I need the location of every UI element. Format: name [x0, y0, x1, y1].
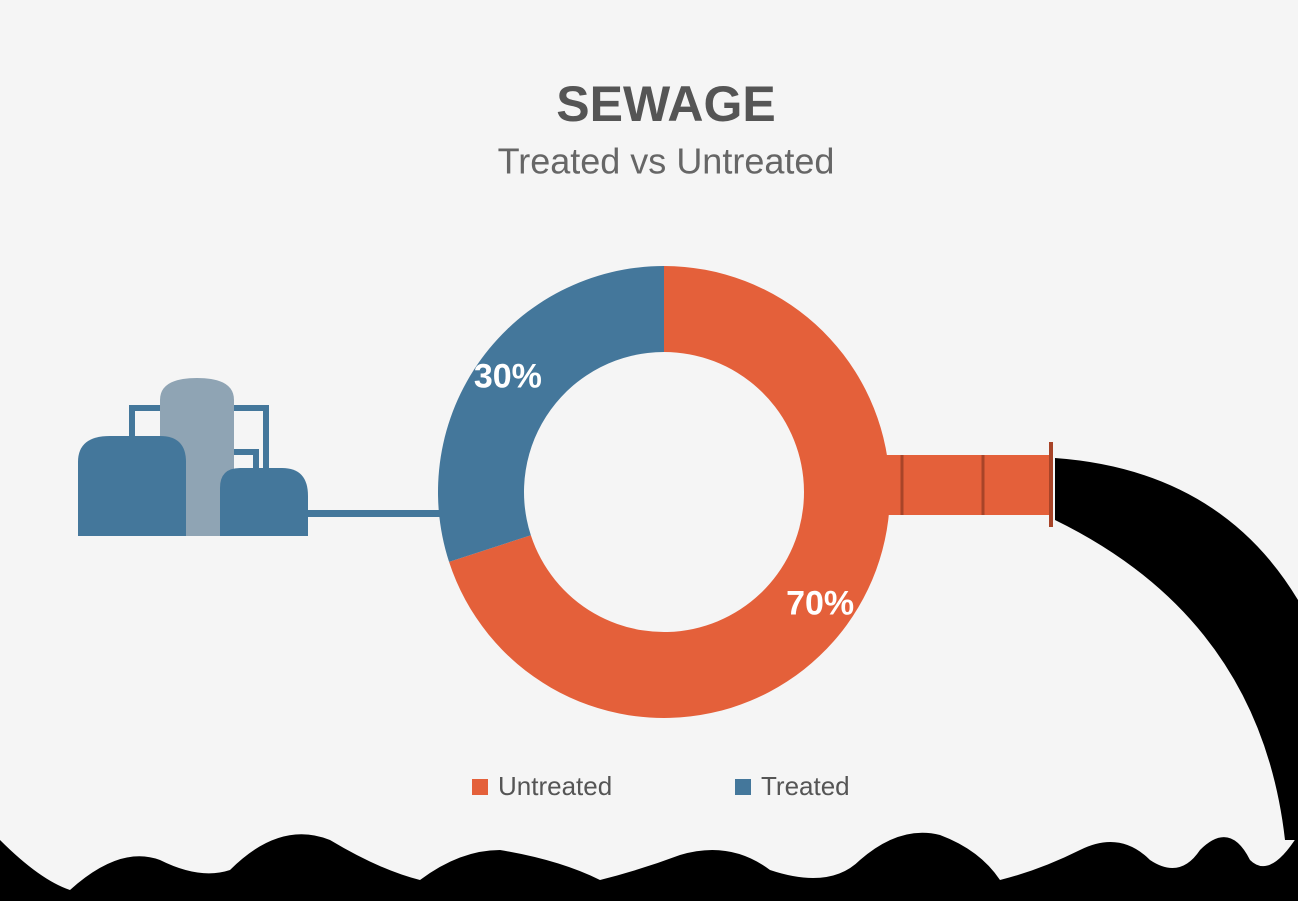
- legend-swatch: [735, 779, 751, 795]
- chart: SEWAGE Treated vs Untreated 70% 30% Untrea…: [0, 0, 1298, 901]
- value-label: 70%: [786, 584, 854, 622]
- legend-label: Treated: [761, 771, 850, 801]
- page: SEWAGE Treated vs Untreated 70% 30% Untrea…: [0, 0, 1298, 901]
- chart-subtitle: Treated vs Untreated: [498, 141, 835, 182]
- legend-swatch: [472, 779, 488, 795]
- chart-title: SEWAGE: [556, 76, 775, 132]
- value-label: 30%: [474, 358, 542, 396]
- legend-label: Untreated: [498, 771, 612, 801]
